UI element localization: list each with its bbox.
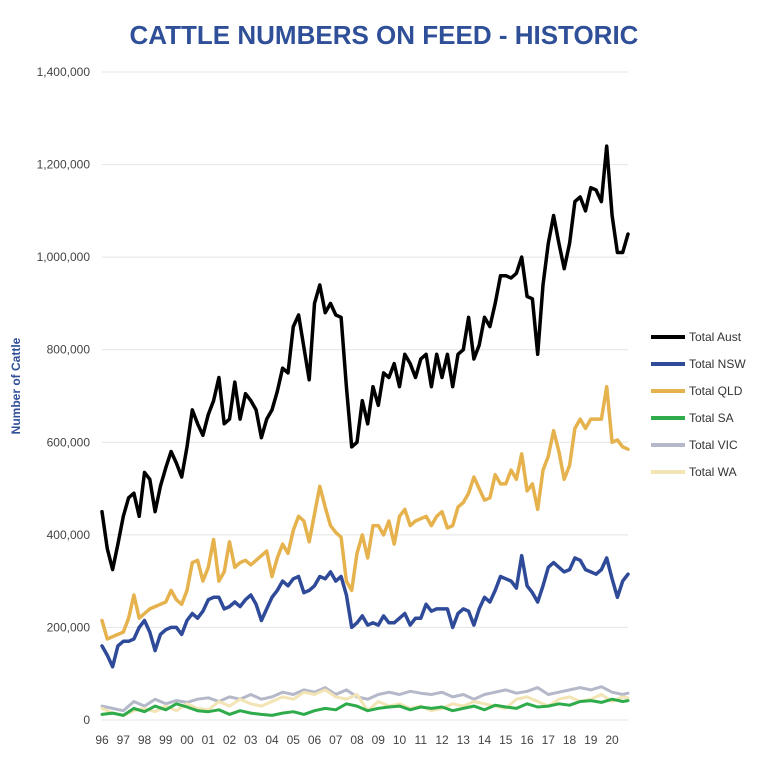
legend-label: Total Aust [689,330,742,344]
series-line-total-vic [100,685,630,713]
y-axis-ticks: 0 200,000 400,000 600,000 800,000 1,000,000 1,… [37,65,91,727]
x-tick-label: 13 [457,733,471,747]
x-tick-label: 07 [329,733,343,747]
x-tick-label: 14 [478,733,492,747]
y-tick-label: 200,000 [47,620,91,634]
x-tick-label: 01 [202,733,216,747]
x-tick-label: 16 [520,733,534,747]
grid-lines [102,71,628,721]
legend-label: Total VIC [689,438,738,452]
x-tick-label: 00 [180,733,194,747]
x-tick-label: 10 [393,733,407,747]
chart-title: CATTLE NUMBERS ON FEED - HISTORIC [129,20,639,50]
y-tick-label: 0 [83,713,90,727]
x-tick-label: 08 [350,733,364,747]
x-tick-label: 96 [95,733,109,747]
series-line-total-nsw [100,553,630,669]
x-tick-label: 06 [308,733,322,747]
legend: Total Aust Total NSW Total QLD Total SA Tota… [651,330,746,479]
x-tick-label: 03 [244,733,258,747]
x-tick-label: 09 [372,733,386,747]
series-line-total-aust [100,144,630,572]
y-tick-label: 1,000,000 [37,250,91,264]
x-tick-label: 02 [223,733,237,747]
legend-label: Total QLD [689,384,743,398]
x-axis-ticks: 96 97 98 99 00 01 02 03 04 05 06 07 08 09 10 11 12 13 14 15… [95,733,619,747]
x-tick-label: 17 [542,733,556,747]
y-tick-label: 1,400,000 [37,65,91,79]
legend-label: Total WA [689,465,737,479]
x-tick-label: 11 [415,733,428,747]
y-tick-label: 400,000 [47,528,91,542]
x-tick-label: 20 [605,733,619,747]
y-axis-label: Number of Cattle [9,337,23,434]
x-tick-label: 19 [584,733,598,747]
x-tick-label: 97 [117,733,131,747]
legend-label: Total SA [689,411,734,425]
x-tick-label: 99 [159,733,173,747]
series-line-total-sa [100,697,630,717]
series-line-total-qld [100,384,630,641]
x-tick-label: 12 [435,733,449,747]
legend-label: Total NSW [689,357,746,371]
x-tick-label: 98 [138,733,152,747]
y-tick-label: 800,000 [47,343,91,357]
x-tick-label: 04 [265,733,279,747]
series-lines [100,144,630,717]
x-tick-label: 18 [563,733,577,747]
x-tick-label: 15 [499,733,513,747]
x-tick-label: 05 [287,733,301,747]
y-tick-label: 1,200,000 [37,158,91,172]
y-tick-label: 600,000 [47,435,91,449]
